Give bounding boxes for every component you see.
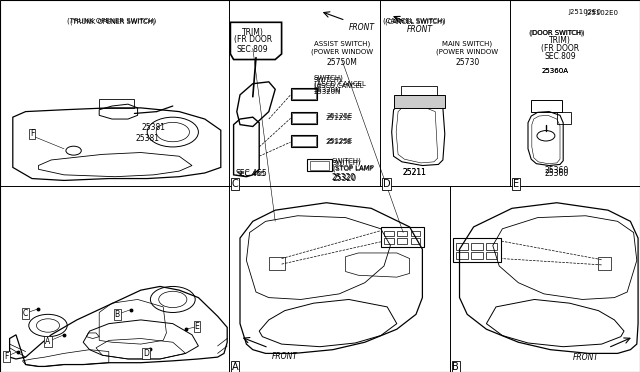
Text: (CANCEL SWITCH): (CANCEL SWITCH)	[383, 18, 446, 24]
Text: FRONT: FRONT	[349, 23, 375, 32]
Text: 25211: 25211	[403, 168, 427, 177]
Text: 25320N: 25320N	[314, 87, 341, 93]
Bar	[99, 99, 134, 108]
Text: TRIM): TRIM)	[242, 28, 264, 37]
Bar	[471, 243, 483, 250]
Text: 25730: 25730	[455, 58, 479, 67]
Bar	[291, 112, 317, 124]
Text: D: D	[383, 179, 390, 189]
Text: 25320N: 25320N	[314, 89, 341, 95]
Text: (POWER WINDOW: (POWER WINDOW	[436, 48, 499, 55]
Bar	[471, 252, 483, 259]
Text: SWITCH): SWITCH)	[333, 159, 361, 166]
Text: SEC.465: SEC.465	[236, 169, 268, 178]
Text: 25381: 25381	[135, 134, 159, 143]
Text: (FR DOOR: (FR DOOR	[541, 44, 579, 53]
Text: J25102E0: J25102E0	[568, 9, 602, 15]
Text: E: E	[513, 179, 519, 189]
Text: (TRUNK OPENER SWITCH): (TRUNK OPENER SWITCH)	[70, 19, 154, 25]
Text: SWITCH): SWITCH)	[314, 76, 342, 83]
Text: C: C	[23, 309, 28, 318]
Text: FRONT: FRONT	[572, 353, 598, 362]
Bar	[292, 113, 316, 123]
Text: 25211: 25211	[403, 168, 427, 177]
Text: A: A	[45, 337, 51, 346]
Text: 25125E: 25125E	[325, 139, 351, 145]
Bar	[486, 252, 497, 259]
Text: 25125E: 25125E	[325, 115, 351, 121]
Bar	[411, 238, 420, 244]
Text: SWITCH): SWITCH)	[332, 158, 362, 164]
Text: SWITCH): SWITCH)	[314, 74, 344, 81]
Bar	[381, 227, 424, 247]
Text: SEC.809: SEC.809	[544, 52, 576, 61]
Text: SEC.465: SEC.465	[236, 171, 266, 177]
Bar	[307, 159, 332, 171]
Text: B: B	[452, 362, 460, 372]
Bar	[456, 243, 468, 250]
Text: F: F	[30, 129, 34, 138]
Text: 25381: 25381	[141, 123, 166, 132]
Bar	[291, 135, 317, 147]
Text: (TRUNK OPENER SWITCH): (TRUNK OPENER SWITCH)	[67, 18, 157, 24]
Text: (ASCD CANCEL: (ASCD CANCEL	[314, 81, 365, 87]
Text: (ASCD CANCEL: (ASCD CANCEL	[314, 83, 363, 89]
Text: MAIN SWITCH): MAIN SWITCH)	[442, 41, 492, 47]
Text: D: D	[143, 349, 149, 358]
Polygon shape	[394, 95, 445, 108]
Text: C: C	[232, 179, 239, 189]
Text: 25125E: 25125E	[326, 113, 353, 119]
Bar	[310, 161, 329, 170]
Text: FRONT: FRONT	[272, 352, 298, 360]
Text: (DOOR SWITCH): (DOOR SWITCH)	[529, 30, 584, 36]
Text: (POWER WINDOW: (POWER WINDOW	[311, 48, 374, 55]
Bar	[486, 243, 497, 250]
Bar	[291, 88, 317, 100]
Bar	[384, 238, 394, 244]
Text: (DOOR SWITCH): (DOOR SWITCH)	[530, 30, 584, 36]
Text: 25360A: 25360A	[541, 68, 568, 74]
Bar	[397, 231, 407, 236]
Text: SEC.809: SEC.809	[237, 45, 269, 54]
Text: B: B	[115, 310, 120, 319]
Text: 25360: 25360	[545, 166, 569, 174]
Text: 25360A: 25360A	[541, 68, 568, 74]
Text: TRIM): TRIM)	[549, 36, 571, 45]
Text: FRONT: FRONT	[406, 25, 433, 34]
Bar	[397, 238, 407, 244]
Text: 25320: 25320	[333, 174, 357, 183]
Text: E: E	[195, 322, 200, 331]
Text: 25360: 25360	[545, 169, 569, 177]
Bar	[384, 231, 394, 236]
Text: (STOP LAMP: (STOP LAMP	[332, 164, 374, 171]
Text: A: A	[232, 362, 238, 372]
Bar	[453, 238, 501, 262]
Text: ASSIST SWITCH): ASSIST SWITCH)	[314, 41, 371, 47]
Text: (FR DOOR: (FR DOOR	[234, 35, 272, 44]
Text: 25125E: 25125E	[326, 138, 353, 144]
Text: J25102E0: J25102E0	[585, 10, 618, 16]
Bar	[292, 89, 316, 99]
Bar	[456, 252, 468, 259]
Text: (CANCEL SWITCH): (CANCEL SWITCH)	[385, 19, 444, 25]
Bar	[292, 136, 316, 146]
Text: 25320: 25320	[332, 173, 356, 182]
Text: 25750M: 25750M	[327, 58, 358, 67]
Text: (STOP LAMP: (STOP LAMP	[333, 166, 373, 172]
Text: F: F	[4, 352, 8, 361]
Bar	[411, 231, 420, 236]
